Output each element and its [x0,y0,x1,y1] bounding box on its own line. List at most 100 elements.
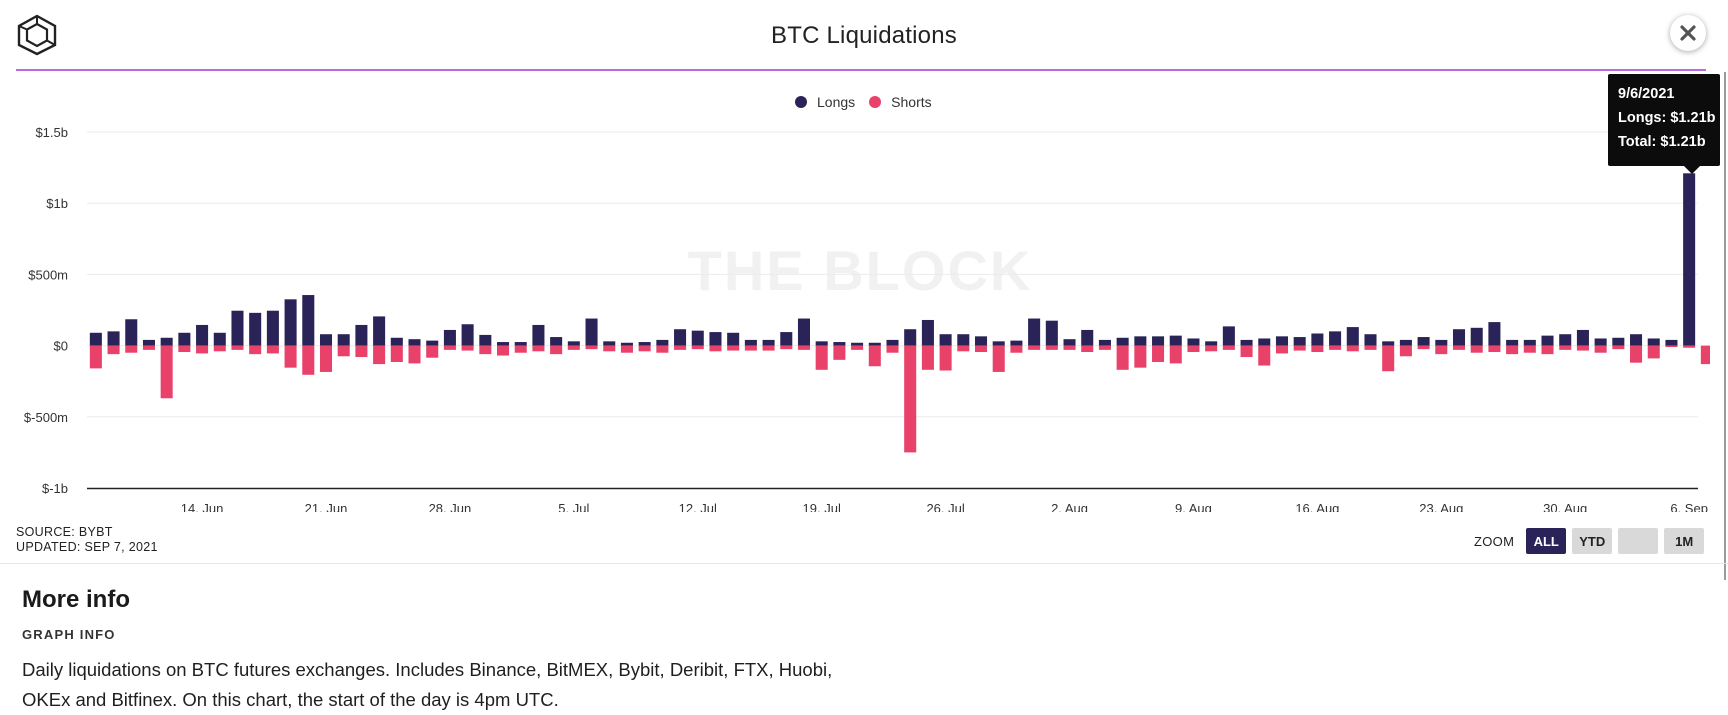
bar-longs[interactable] [355,324,368,346]
bar-shorts[interactable] [851,345,864,350]
bar-shorts[interactable] [373,345,386,365]
bar-longs[interactable] [373,316,386,346]
bar-shorts[interactable] [1028,345,1041,350]
bar-longs[interactable] [1506,339,1519,346]
bar-shorts[interactable] [1258,345,1271,366]
bar-shorts[interactable] [1382,345,1395,372]
scrollbar[interactable] [1724,72,1726,580]
bar-longs[interactable] [1630,334,1643,346]
bar-longs[interactable] [585,318,598,346]
bar-shorts[interactable] [1630,345,1643,363]
bar-shorts[interactable] [302,345,315,375]
bar-shorts[interactable] [868,345,881,367]
bar-longs[interactable] [1647,338,1660,346]
bar-shorts[interactable] [939,345,952,371]
bar-shorts[interactable] [1116,345,1129,370]
bar-shorts[interactable] [231,345,244,350]
bar-longs[interactable] [1028,318,1041,346]
bar-longs[interactable] [266,310,279,346]
bar-longs[interactable] [815,341,828,346]
bar-longs[interactable] [921,319,934,346]
bar-longs[interactable] [1081,329,1094,346]
bar-shorts[interactable] [709,345,722,352]
bar-shorts[interactable] [443,345,456,350]
bar-shorts[interactable] [1700,345,1710,365]
bar-shorts[interactable] [107,345,120,355]
bar-longs[interactable] [691,330,704,346]
close-button[interactable] [1670,15,1706,51]
bar-longs[interactable] [1010,340,1023,346]
bar-longs[interactable] [249,312,262,346]
bar-shorts[interactable] [1559,345,1572,350]
bar-longs[interactable] [142,339,155,346]
bar-longs[interactable] [851,342,864,346]
bar-shorts[interactable] [532,345,545,352]
bar-shorts[interactable] [1647,345,1660,359]
zoom-all-button[interactable]: ALL [1526,528,1567,554]
bar-longs[interactable] [1559,334,1572,346]
bar-longs[interactable] [231,310,244,346]
bar-longs[interactable] [408,339,421,346]
bar-shorts[interactable] [691,345,704,350]
bar-longs[interactable] [1169,335,1182,346]
zoom-blank-button[interactable] [1618,528,1659,554]
legend-item-shorts[interactable]: Shorts [869,94,932,110]
bar-longs[interactable] [390,337,403,346]
bar-shorts[interactable] [337,345,350,357]
bar-longs[interactable] [957,334,970,346]
bar-longs[interactable] [302,295,315,346]
bar-shorts[interactable] [1293,345,1306,351]
bar-shorts[interactable] [833,345,846,360]
bar-shorts[interactable] [1329,345,1342,350]
bar-longs[interactable] [1258,338,1271,346]
bar-shorts[interactable] [390,345,403,362]
bar-longs[interactable] [1045,320,1058,346]
bar-shorts[interactable] [762,345,775,351]
bar-longs[interactable] [1399,339,1412,346]
bar-shorts[interactable] [1488,345,1501,353]
bar-shorts[interactable] [213,345,226,352]
bar-longs[interactable] [196,324,209,346]
bar-longs[interactable] [178,332,191,346]
bar-longs[interactable] [319,334,333,346]
bar-shorts[interactable] [1452,345,1466,350]
bar-shorts[interactable] [266,345,279,354]
bar-longs[interactable] [904,329,917,346]
bar-longs[interactable] [1435,339,1448,346]
bar-longs[interactable] [620,342,633,346]
bar-shorts[interactable] [178,345,191,353]
bar-longs[interactable] [1098,339,1111,346]
bar-longs[interactable] [514,342,527,346]
bar-shorts[interactable] [426,345,439,358]
bar-shorts[interactable] [1187,345,1200,353]
bar-shorts[interactable] [1311,345,1324,353]
bar-shorts[interactable] [1683,345,1696,348]
bar-shorts[interactable] [1205,345,1218,352]
bar-shorts[interactable] [1506,345,1519,355]
bar-longs[interactable] [532,324,545,346]
bar-shorts[interactable] [815,345,828,370]
bar-shorts[interactable] [727,345,740,351]
bar-longs[interactable] [975,336,988,346]
bar-longs[interactable] [1665,339,1678,346]
bar-shorts[interactable] [1222,345,1235,350]
bar-shorts[interactable] [620,345,633,353]
bar-longs[interactable] [461,324,474,346]
bar-longs[interactable] [213,332,226,346]
bar-shorts[interactable] [1063,345,1076,350]
bar-longs[interactable] [1329,331,1342,346]
bar-shorts[interactable] [1346,345,1359,352]
bar-longs[interactable] [709,332,722,346]
bar-shorts[interactable] [1665,345,1678,348]
zoom-ytd-button[interactable]: YTD [1572,528,1613,554]
bar-shorts[interactable] [142,345,155,350]
bar-shorts[interactable] [1417,345,1430,350]
bar-longs[interactable] [727,332,740,346]
bar-longs[interactable] [1541,335,1554,346]
bar-shorts[interactable] [160,345,173,399]
bar-shorts[interactable] [585,345,598,350]
bar-shorts[interactable] [355,345,368,357]
bar-shorts[interactable] [567,345,580,350]
bar-longs[interactable] [550,337,563,346]
bar-shorts[interactable] [1364,345,1377,350]
